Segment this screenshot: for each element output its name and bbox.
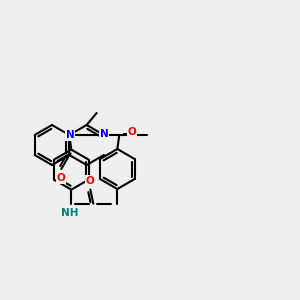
Text: O: O	[127, 127, 136, 137]
Text: N: N	[66, 130, 75, 140]
Text: NH: NH	[61, 208, 78, 218]
Text: O: O	[57, 173, 66, 183]
Text: O: O	[86, 176, 95, 186]
Text: N: N	[100, 129, 108, 139]
